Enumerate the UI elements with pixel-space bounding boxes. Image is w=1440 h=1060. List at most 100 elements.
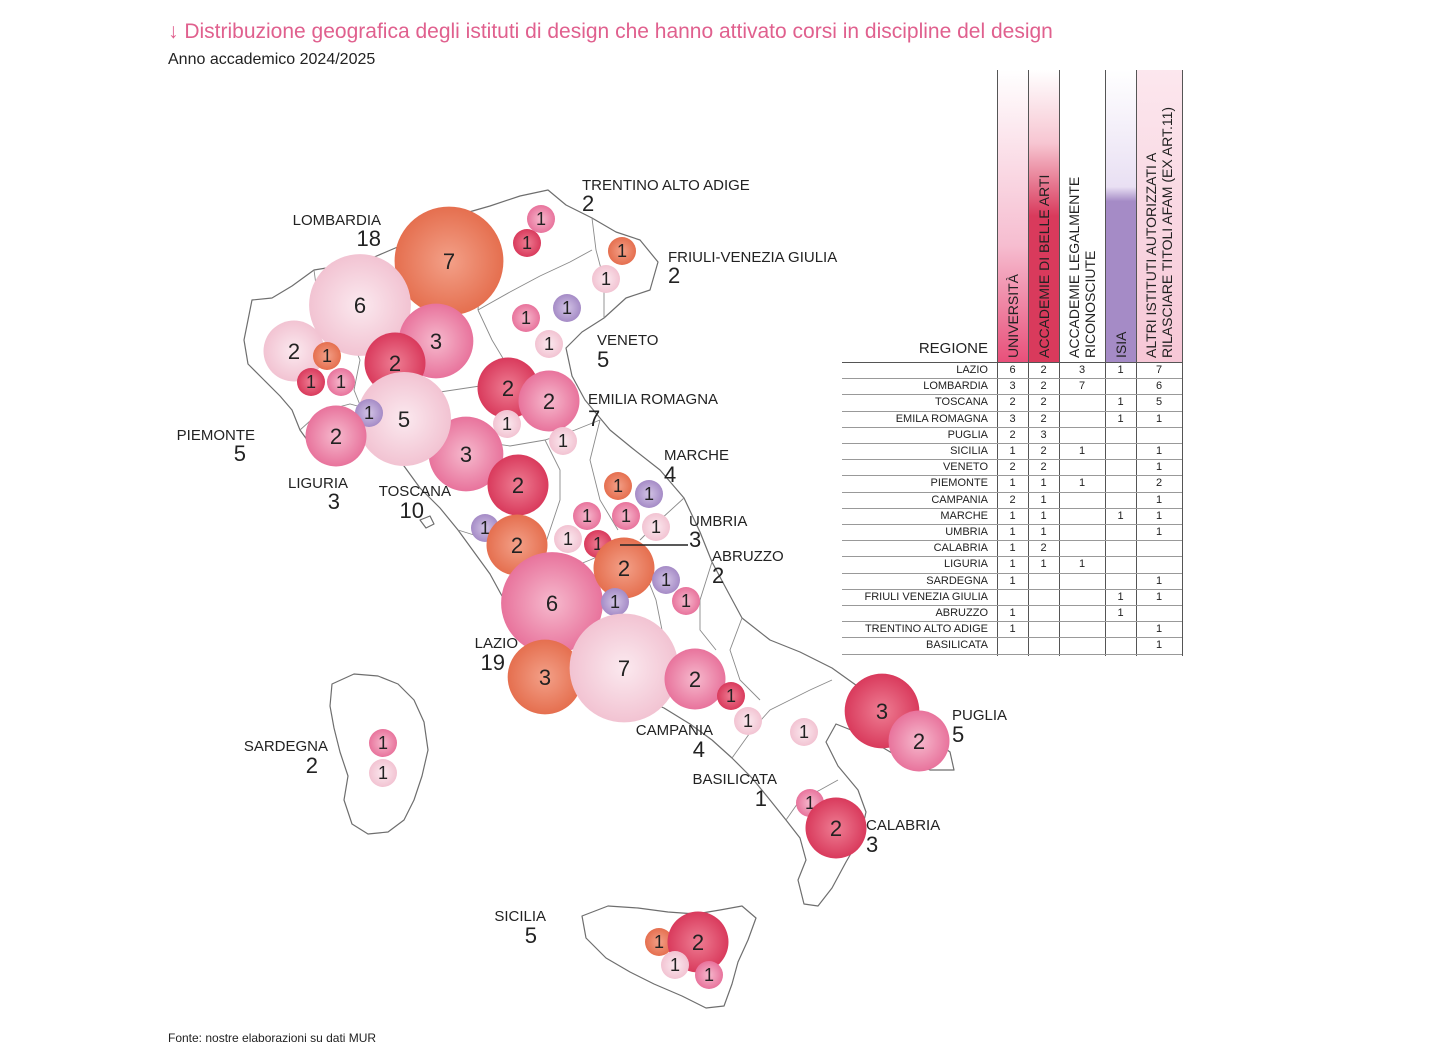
table-region-name: TOSCANA xyxy=(935,396,988,409)
region-total: 7 xyxy=(588,406,600,431)
bubble-value: 2 xyxy=(502,376,514,401)
bubble-altri_istituti: 1 xyxy=(695,961,723,989)
bubble-value: 1 xyxy=(502,414,512,434)
table-rule xyxy=(842,588,1182,590)
table-region-name: TRENTINO ALTO ADIGE xyxy=(864,623,988,636)
table-rule xyxy=(842,556,1182,558)
bubble-circle xyxy=(664,648,726,710)
bubble-altri_istituti: 1 xyxy=(573,502,601,530)
bubble-universita: 1 xyxy=(592,265,620,293)
region-name: PUGLIA xyxy=(952,707,1007,724)
table-cell: 1 xyxy=(1117,509,1124,522)
bubble-value: 1 xyxy=(558,431,568,451)
table-cell: 1 xyxy=(1009,509,1016,522)
bubble-circle xyxy=(612,502,640,530)
bubble-value: 3 xyxy=(876,699,888,724)
bubble-universita: 6 xyxy=(309,254,411,356)
bubble-value: 1 xyxy=(644,484,654,504)
bubble-circle xyxy=(327,368,355,396)
table-cell: 1 xyxy=(1117,607,1124,619)
region-total: 19 xyxy=(481,650,505,675)
bubble-value: 1 xyxy=(617,241,627,261)
table-cell: 6 xyxy=(1009,364,1016,376)
region-name: MARCHE xyxy=(664,447,729,464)
border-abruzzo-molise xyxy=(699,561,717,651)
table-region-name: VENETO xyxy=(942,461,988,474)
bubble-value: 1 xyxy=(306,372,316,392)
table-cell: 7 xyxy=(1155,364,1163,376)
elba-island xyxy=(419,515,435,529)
region-name: TRENTINO ALTO ADIGE xyxy=(582,177,750,194)
bubble-value: 1 xyxy=(322,346,332,366)
bubble-accademie_belle_arti: 2 xyxy=(487,454,549,516)
bubble-accademie_belle_arti: 1 xyxy=(513,229,541,257)
column-label: UNIVERSITÀ xyxy=(1004,273,1021,358)
bubble-universita: 1 xyxy=(535,330,563,358)
table-rule xyxy=(842,410,1182,412)
bubble-circle xyxy=(553,294,581,322)
table-row-header: REGIONE xyxy=(918,340,988,357)
bubble-isia: 1 xyxy=(635,480,663,508)
bubble-value: 1 xyxy=(799,722,809,742)
table-column-header: ACCADEMIE LEGALMENTE RICONOSCIUTE xyxy=(1059,70,1105,362)
bubble-value: 2 xyxy=(511,533,523,558)
bubble-circle xyxy=(717,682,745,710)
bubble-circle xyxy=(518,370,580,432)
table-rule xyxy=(842,475,1182,477)
bubble-value: 2 xyxy=(330,424,342,449)
table-cell: 1 xyxy=(1155,590,1163,603)
table-cell: 1 xyxy=(1009,542,1016,555)
source-note: Fonte: nostre elaborazioni su dati MUR xyxy=(168,1031,377,1045)
table-cell: 1 xyxy=(1009,526,1016,538)
region-name: LOMBARDIA xyxy=(293,212,381,229)
bubble-altri_istituti: 2 xyxy=(305,405,367,467)
bubble-value: 2 xyxy=(830,816,842,841)
table-rule xyxy=(842,524,1182,525)
table-rule xyxy=(842,378,1182,380)
bubble-circle xyxy=(652,566,680,594)
table-cell: 2 xyxy=(1040,461,1047,474)
table-cell: 2 xyxy=(1009,493,1016,506)
bubble-circle xyxy=(527,205,555,233)
bubble-accademie_riconosciute: 1 xyxy=(645,928,673,956)
table-rule xyxy=(842,540,1182,542)
table-cell: 1 xyxy=(1155,623,1163,636)
table-rule xyxy=(842,653,1182,655)
table-cell: 1 xyxy=(1117,364,1124,376)
table-cell: 1 xyxy=(1040,477,1047,490)
table-cell: 1 xyxy=(1155,639,1163,652)
bubble-value: 1 xyxy=(536,209,546,229)
bubble-value: 1 xyxy=(562,298,572,318)
bubble-value: 2 xyxy=(389,351,401,376)
bubble-accademie_riconosciute: 1 xyxy=(604,472,632,500)
bubble-accademie_riconosciute: 3 xyxy=(507,639,583,715)
bubble-circle xyxy=(487,454,549,516)
column-label: ACCADEMIE LEGALMENTE RICONOSCIUTE xyxy=(1066,176,1098,358)
bubble-value: 6 xyxy=(546,591,558,616)
bubble-circle xyxy=(635,480,663,508)
bubble-altri_istituti: 1 xyxy=(512,304,540,332)
table-cell: 2 xyxy=(1009,396,1016,409)
bubble-circle xyxy=(790,718,818,746)
bubble-altri_istituti: 1 xyxy=(612,502,640,530)
region-name: FRIULI-VENEZIA GIULIA xyxy=(668,249,837,266)
column-label: ALTRI ISTITUTI AUTORIZZATI A RILASCIARE T… xyxy=(1143,106,1175,358)
bubble-altri_istituti: 1 xyxy=(527,205,555,233)
table-rule xyxy=(842,605,1182,606)
bubble-universita: 1 xyxy=(734,707,762,735)
bubble-universita: 2 xyxy=(263,320,325,382)
region-total: 3 xyxy=(689,527,701,552)
bubble-circle xyxy=(305,405,367,467)
bubble-circle xyxy=(512,304,540,332)
bubble-value: 1 xyxy=(654,932,664,952)
bubble-accademie_riconosciute: 1 xyxy=(313,342,341,370)
bubble-circle xyxy=(513,229,541,257)
table-cell: 1 xyxy=(1009,574,1016,587)
region-total: 18 xyxy=(357,226,381,251)
table-rule xyxy=(842,507,1182,509)
